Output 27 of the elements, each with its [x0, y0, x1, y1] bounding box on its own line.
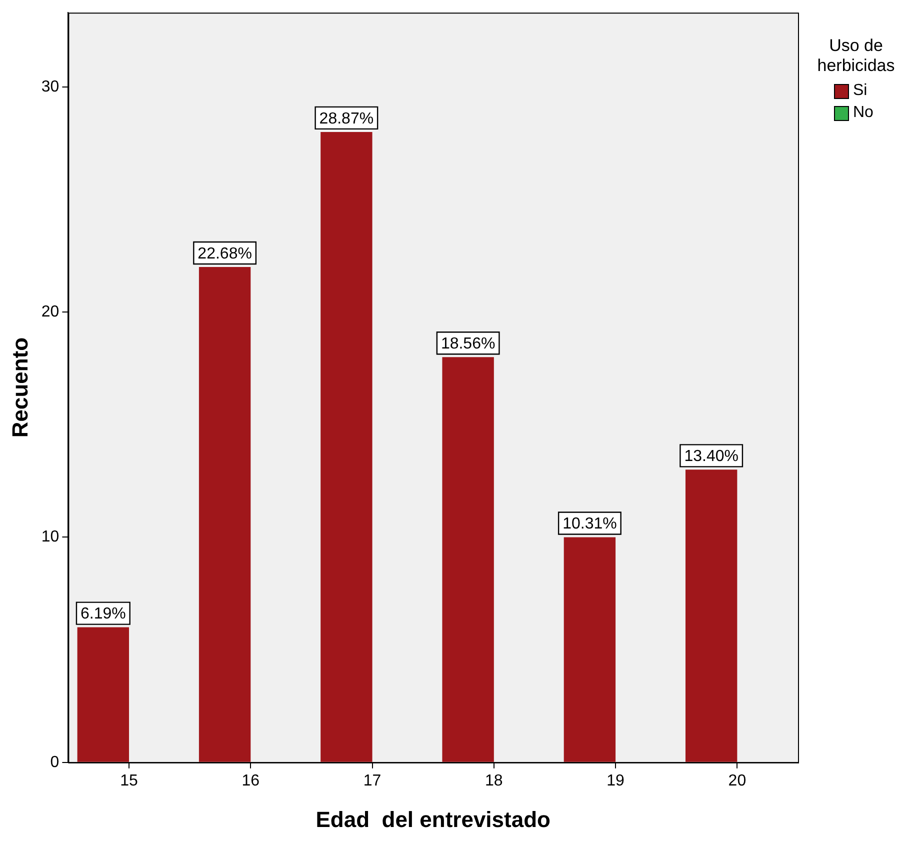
legend-title: Uso de herbicidas [816, 36, 896, 76]
annotation: 28.87% [319, 110, 374, 128]
x-tick-label: 19 [606, 772, 625, 790]
bar [198, 267, 251, 762]
bar [564, 537, 616, 762]
x-tick-label: 17 [363, 772, 382, 790]
legend-label: Si [853, 82, 868, 100]
annotation: 10.31% [562, 516, 617, 533]
annotation: 18.56% [440, 336, 496, 353]
y-tick-label: 10 [41, 528, 60, 546]
x-tick-label: 20 [728, 772, 746, 790]
y-tick-label: 0 [50, 754, 60, 771]
x-axis-title: Edad del entrevistado [316, 806, 550, 832]
y-tick-label: 20 [41, 303, 60, 320]
x-tick-label: 18 [485, 772, 503, 790]
x-tick-label: 16 [242, 772, 260, 790]
y-tick-label: 30 [41, 78, 60, 96]
annotation: 13.40% [684, 448, 738, 466]
annotation: 6.19% [80, 606, 126, 623]
bar [442, 357, 494, 762]
x-tick-label: 15 [120, 772, 138, 790]
annotation: 22.68% [198, 245, 252, 262]
bar [320, 132, 372, 762]
y-axis-title: Recuento [7, 337, 32, 438]
bar [77, 627, 130, 762]
bar [685, 470, 738, 762]
legend-label: No [853, 104, 874, 122]
